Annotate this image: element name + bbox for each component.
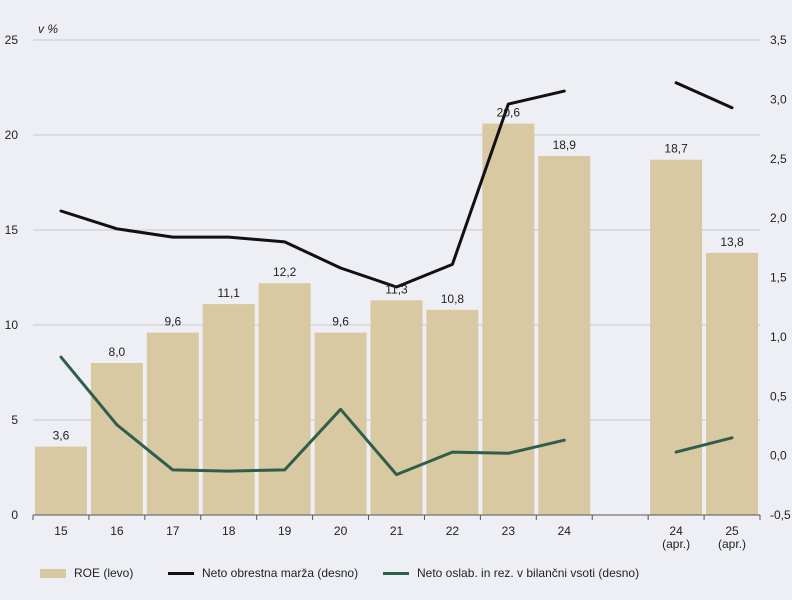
x-tick-label: (apr.): [718, 537, 746, 551]
legend-item-impairments: Neto oslab. in rez. v bilančni vsoti (de…: [383, 566, 639, 580]
roe-data-label: 3,6: [53, 429, 70, 443]
roe-data-label: 18,9: [553, 138, 577, 152]
legend-swatch-roe: [40, 568, 66, 578]
legend-item-roe: ROE (levo): [40, 566, 133, 580]
legend-swatch-impairments: [383, 571, 409, 575]
left-tick-label: 20: [5, 128, 19, 142]
roe-data-label: 12,2: [273, 265, 297, 279]
x-tick-label: 21: [390, 524, 404, 538]
x-tick-label: 17: [166, 524, 180, 538]
roe-data-label: 13,8: [720, 235, 744, 249]
roe-data-label: 8,0: [109, 345, 126, 359]
x-tick-label: 24: [669, 524, 683, 538]
roe-data-label: 18,7: [664, 142, 688, 156]
roe-bar: [202, 304, 255, 515]
roe-bar: [258, 283, 311, 515]
legend-label-impairments: Neto oslab. in rez. v bilančni vsoti (de…: [417, 566, 640, 580]
series-lines: [59, 81, 734, 477]
x-tick-label: 16: [110, 524, 124, 538]
right-tick-label: 2,5: [770, 152, 787, 166]
roe-bar: [482, 123, 535, 515]
left-tick-label: 25: [5, 33, 19, 47]
roe-bar: [314, 332, 367, 515]
right-tick-label: 3,0: [770, 92, 787, 106]
x-tick-label: 24: [558, 524, 572, 538]
right-tick-label: 1,0: [770, 330, 787, 344]
roe-bar: [146, 332, 199, 515]
right-tick-label: 2,0: [770, 211, 787, 225]
right-tick-label: 0,0: [770, 449, 787, 463]
roe-data-label: 11,3: [385, 282, 408, 296]
data-labels: 3,6 8,0 9,6 11,1 12,2 9,6 11,3 10,8 20,6 18,9 18,7…: [53, 106, 744, 443]
x-tick-label: 15: [54, 524, 68, 538]
roe-bar: [34, 446, 87, 515]
x-tick-label: 18: [222, 524, 236, 538]
legend-label-roe: ROE (levo): [74, 566, 134, 580]
unit-label: v %: [38, 22, 58, 36]
x-tick-label: 20: [334, 524, 348, 538]
x-tick-label: (apr.): [662, 537, 690, 551]
x-tick-label: 23: [502, 524, 516, 538]
legend: ROE (levo) Neto obrestna marža (desno) N…: [0, 566, 792, 586]
x-tick-label: 22: [446, 524, 460, 538]
roe-data-label: 11,1: [217, 286, 240, 300]
left-tick-label: 0: [11, 508, 18, 522]
roe-data-label: 9,6: [164, 315, 181, 329]
axes: 0 5 10 15 20 25 -0,5 0,0 0,5 1,0 1,5 2,0 2,5 3,0 3,5 15…: [5, 33, 791, 551]
impairments-line: [59, 355, 566, 477]
roe-bar: [370, 300, 423, 515]
legend-item-margin: Neto obrestna marža (desno): [168, 566, 358, 580]
net-interest-margin-line: [674, 81, 734, 110]
roe-bar: [650, 159, 703, 515]
roe-bar: [538, 155, 591, 515]
left-tick-label: 10: [5, 318, 19, 332]
roe-data-label: 10,8: [441, 292, 465, 306]
net-interest-margin-line: [59, 89, 566, 289]
impairments-line: [674, 436, 734, 454]
roe-bar: [426, 309, 479, 515]
roe-data-label: 9,6: [332, 315, 349, 329]
roe-bars: [34, 123, 759, 516]
legend-label-margin: Neto obrestna marža (desno): [202, 566, 359, 580]
roe-data-label: 20,6: [497, 106, 521, 120]
x-tick-label: 19: [278, 524, 292, 538]
roe-bar: [706, 252, 759, 516]
right-tick-label: 1,5: [770, 271, 787, 285]
right-tick-label: 0,5: [770, 389, 787, 403]
left-tick-label: 5: [11, 413, 18, 427]
right-tick-label: 3,5: [770, 33, 787, 47]
right-tick-label: -0,5: [770, 508, 791, 522]
legend-swatch-margin: [168, 571, 194, 575]
left-tick-label: 15: [5, 223, 19, 237]
x-tick-label: 25: [725, 524, 739, 538]
